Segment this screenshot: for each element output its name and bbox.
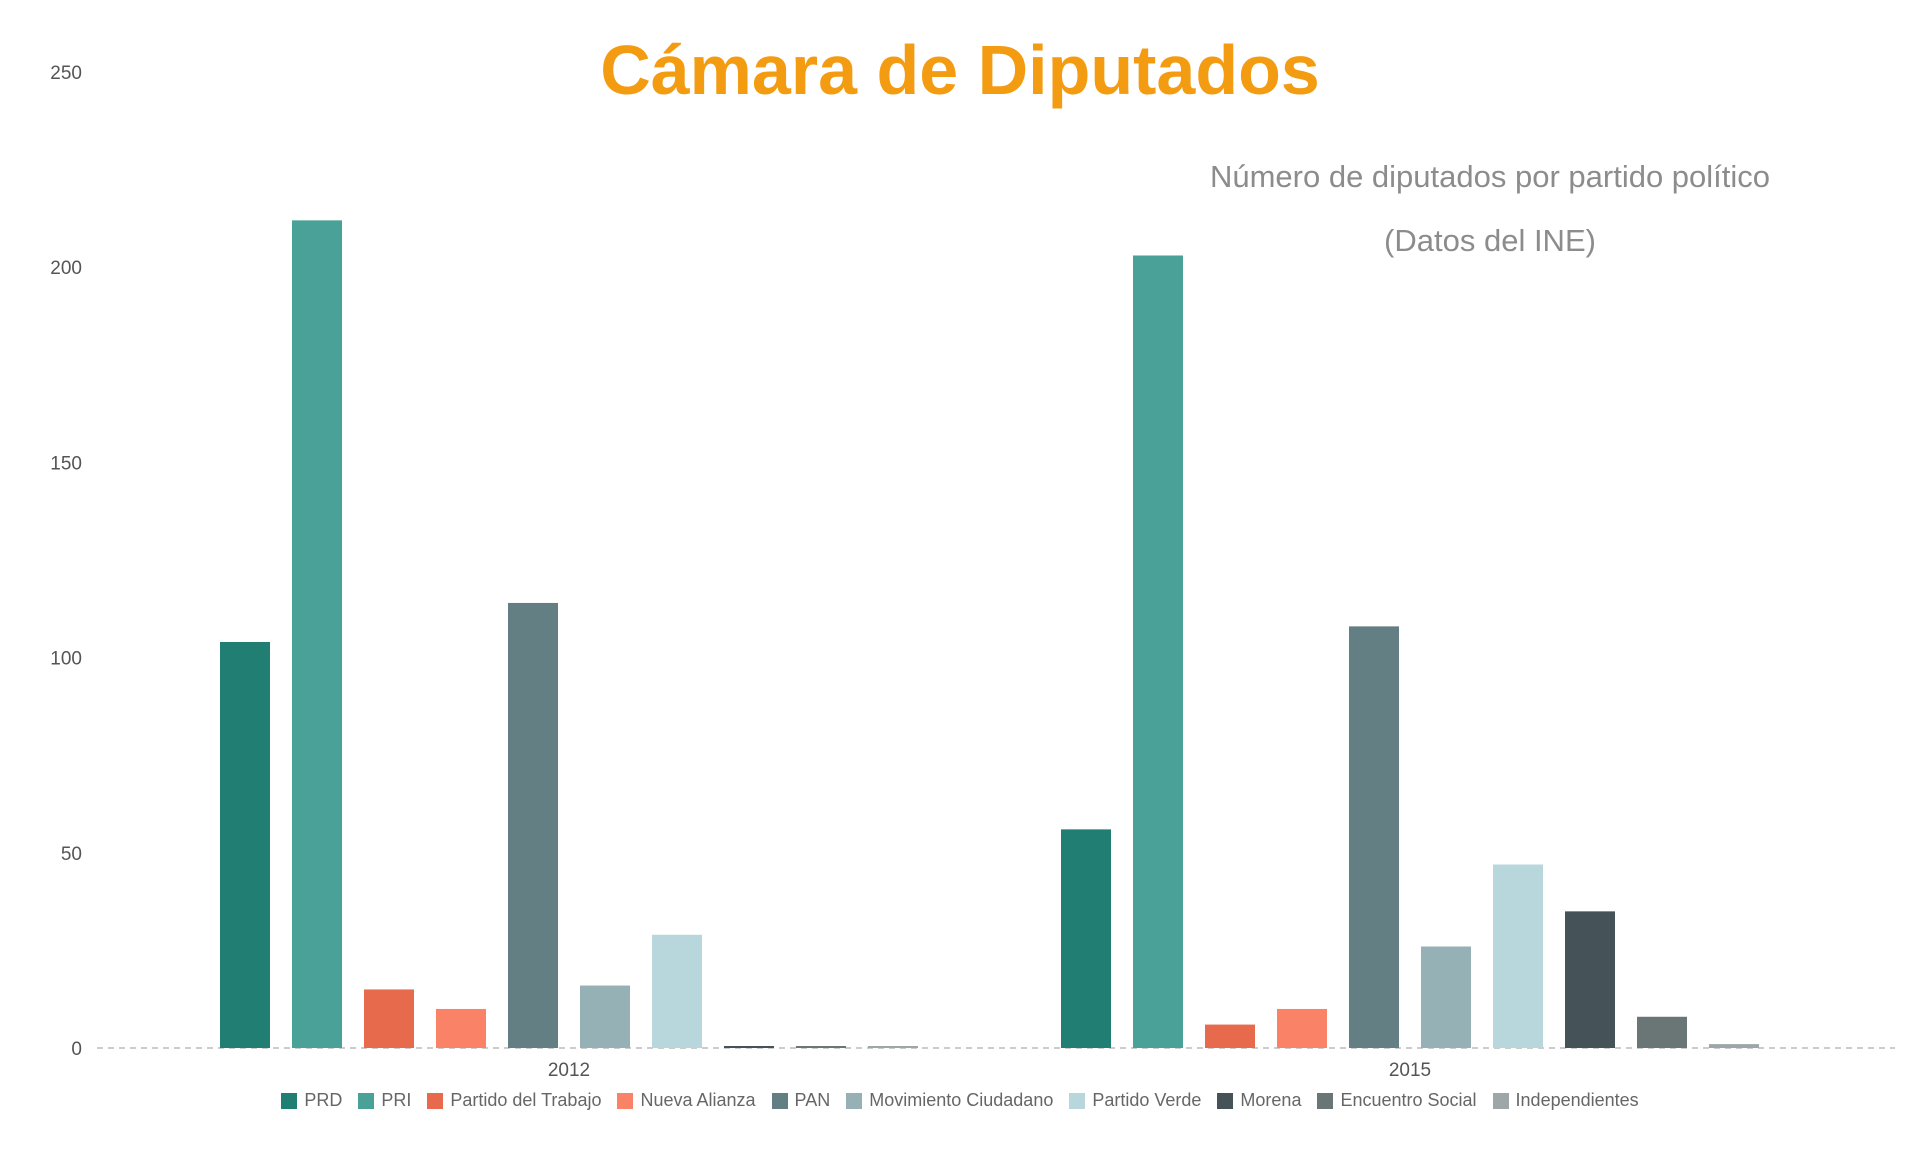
bar-partido-del-trabajo-2012	[364, 989, 414, 1048]
legend-label: PAN	[794, 1090, 831, 1110]
bar-partido-del-trabajo-2015	[1205, 1024, 1255, 1048]
bar-nueva-alianza-2015	[1277, 1008, 1327, 1048]
legend-swatch	[358, 1092, 375, 1109]
legend: PRD PRI Partido del Trabajo Nueva Alianza PA…	[0, 1090, 1920, 1111]
bar-prd-2012	[220, 641, 270, 1048]
bar-partido-verde-2015	[1493, 864, 1543, 1048]
bar-movimiento-ciudadano-2012	[580, 985, 630, 1048]
bar-pan-2015	[1349, 626, 1399, 1048]
legend-swatch	[1217, 1092, 1234, 1109]
legend-item: Partido Verde	[1069, 1090, 1201, 1111]
legend-item: PRI	[358, 1090, 411, 1111]
bar-pri-2012	[292, 220, 342, 1049]
legend-item: Morena	[1217, 1090, 1301, 1111]
bar-encuentro-social-2012	[796, 1046, 846, 1048]
bar-movimiento-ciudadano-2015	[1421, 946, 1471, 1048]
legend-swatch	[1069, 1092, 1086, 1109]
legend-item: Nueva Alianza	[617, 1090, 756, 1111]
legend-label: Morena	[1240, 1090, 1302, 1110]
legend-label: PRD	[304, 1090, 343, 1110]
legend-label: Nueva Alianza	[640, 1090, 756, 1110]
legend-label: Partido Verde	[1092, 1090, 1202, 1110]
bar-encuentro-social-2015	[1637, 1016, 1687, 1048]
y-tick-label: 200	[50, 258, 82, 279]
legend-swatch	[617, 1092, 634, 1109]
legend-item: Independientes	[1492, 1090, 1639, 1111]
y-tick-label: 50	[61, 844, 82, 865]
y-tick-label: 100	[50, 649, 82, 670]
subtitle-line-1: Número de diputados por partido político	[1209, 159, 1771, 194]
bar-independientes-2012	[868, 1046, 918, 1048]
bar-morena-2012	[724, 1046, 774, 1048]
bar-morena-2015	[1565, 911, 1615, 1048]
legend-label: Encuentro Social	[1340, 1090, 1477, 1110]
y-tick-label: 0	[71, 1039, 82, 1060]
legend-item: PRD	[281, 1090, 342, 1111]
legend-label: Partido del Trabajo	[450, 1090, 602, 1110]
bar-independientes-2015	[1709, 1044, 1759, 1048]
subtitle-line-2: (Datos del INE)	[1384, 223, 1596, 258]
legend-swatch	[846, 1092, 863, 1109]
bar-partido-verde-2012	[652, 934, 702, 1048]
legend-label: Independientes	[1515, 1090, 1639, 1110]
legend-swatch	[281, 1092, 298, 1109]
bar-nueva-alianza-2012	[436, 1008, 486, 1048]
legend-item: Partido del Trabajo	[427, 1090, 601, 1111]
legend-item: Movimiento Ciudadano	[846, 1090, 1053, 1111]
legend-item: Encuentro Social	[1317, 1090, 1477, 1111]
legend-item: PAN	[771, 1090, 831, 1111]
x-category-label: 2012	[548, 1060, 590, 1081]
y-tick-label: 150	[50, 453, 82, 474]
x-category-label: 2015	[1389, 1060, 1431, 1081]
bar-pri-2015	[1133, 255, 1183, 1048]
y-tick-label: 250	[50, 63, 82, 84]
legend-swatch	[1317, 1092, 1334, 1109]
chart-title: Cámara de Diputados	[600, 31, 1320, 109]
legend-label: Movimiento Ciudadano	[869, 1090, 1054, 1110]
bar-prd-2015	[1061, 829, 1111, 1048]
legend-swatch	[771, 1092, 788, 1109]
bar-pan-2012	[508, 602, 558, 1048]
legend-swatch	[427, 1092, 444, 1109]
chart-subtitle: Número de diputados por partido político…	[1180, 145, 1800, 273]
legend-swatch	[1492, 1092, 1509, 1109]
legend-label: PRI	[381, 1090, 412, 1110]
